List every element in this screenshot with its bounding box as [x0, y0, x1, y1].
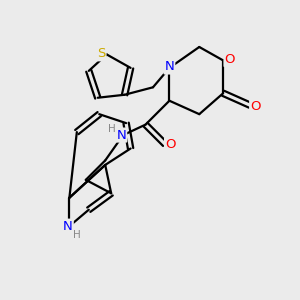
- Text: O: O: [250, 100, 261, 113]
- Text: H: H: [108, 124, 116, 134]
- Text: N: N: [116, 129, 126, 142]
- Text: O: O: [165, 138, 175, 151]
- Text: N: N: [164, 61, 174, 74]
- Text: H: H: [73, 230, 81, 239]
- Text: S: S: [97, 47, 106, 60]
- Text: O: O: [224, 53, 235, 66]
- Text: N: N: [63, 220, 73, 232]
